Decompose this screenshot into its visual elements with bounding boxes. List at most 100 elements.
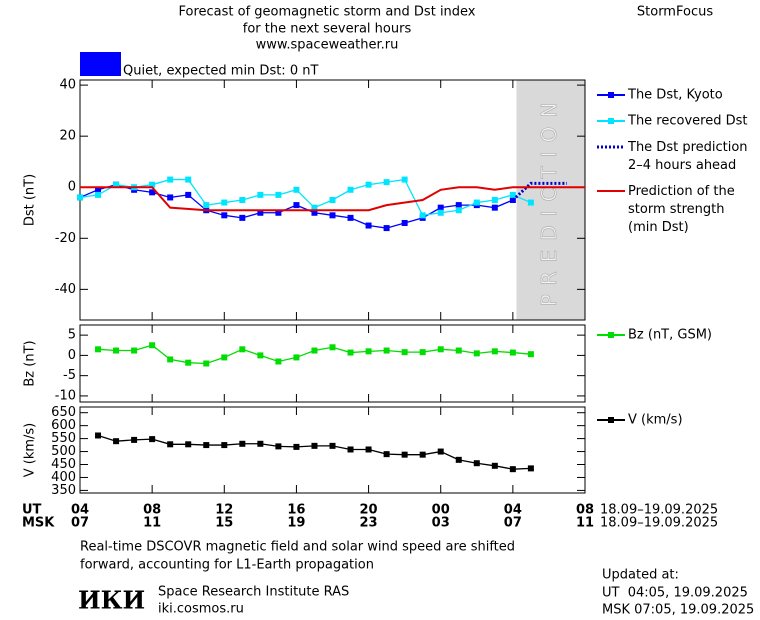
- date-label: 18.09–19.09.2025: [600, 516, 718, 531]
- data-point: [221, 354, 228, 361]
- y-tick-label: 0: [68, 348, 76, 363]
- data-point: [293, 202, 300, 209]
- data-point: [455, 202, 462, 209]
- series-line: [97, 434, 531, 470]
- y-tick-label: -20: [55, 231, 76, 246]
- data-point: [329, 197, 336, 203]
- x-tick-label: 04: [71, 503, 89, 518]
- data-point: [221, 442, 228, 449]
- data-point: [239, 440, 246, 447]
- institute: Space Research Institute RAS: [158, 585, 349, 600]
- prediction-zone: [516, 80, 585, 320]
- data-point: [419, 349, 426, 356]
- data-point: [365, 348, 372, 355]
- data-point: [113, 438, 120, 445]
- data-point: [131, 436, 138, 443]
- data-point: [185, 441, 192, 448]
- note: forward, accounting for L1-Earth propaga…: [80, 558, 374, 573]
- data-point: [329, 212, 336, 219]
- site: iki.cosmos.ru: [158, 602, 244, 617]
- y-tick-label: 20: [59, 129, 76, 144]
- data-point: [203, 360, 210, 367]
- data-point: [167, 441, 174, 448]
- x-tick-label: 12: [215, 503, 233, 518]
- data-point: [329, 344, 336, 351]
- data-point: [257, 440, 264, 447]
- data-point: [311, 209, 318, 216]
- data-point: [131, 347, 138, 354]
- data-point: [509, 349, 516, 356]
- data-point: [473, 460, 480, 467]
- x-tick-label: 20: [360, 503, 378, 518]
- data-point: [95, 346, 102, 353]
- data-point: [149, 189, 156, 196]
- x-tick-label: 16: [287, 503, 305, 518]
- y-axis-label: Bz (nT): [23, 340, 38, 386]
- data-point: [491, 462, 498, 469]
- data-point: [419, 212, 426, 219]
- logo: ИКИ: [78, 586, 145, 615]
- data-point: [293, 186, 300, 193]
- x-tick-label: 00: [432, 503, 450, 518]
- data-point: [149, 342, 156, 349]
- y-tick-label: 500: [51, 444, 76, 459]
- data-point: [383, 451, 390, 458]
- data-point: [113, 181, 120, 188]
- data-point: [509, 191, 516, 198]
- data-point: [149, 181, 156, 188]
- legend-label: Prediction of the storm strength (min Dst): [628, 184, 735, 235]
- updated: Updated at:: [602, 568, 679, 583]
- data-point: [149, 436, 156, 443]
- data-point: [491, 204, 498, 211]
- y-tick-label: 350: [51, 483, 76, 498]
- date-label: 18.09–19.09.2025: [600, 503, 718, 518]
- data-point: [95, 432, 102, 439]
- x-tick-label: 04: [504, 503, 522, 518]
- data-point: [473, 350, 480, 357]
- data-point: [185, 176, 192, 183]
- title: for the next several hours: [243, 22, 412, 37]
- legend-swatch: [608, 417, 614, 423]
- x-tick-label-msk: 23: [360, 516, 378, 531]
- data-point: [401, 349, 408, 356]
- legend-label: V (km/s): [628, 413, 683, 428]
- data-point: [527, 351, 534, 358]
- data-point: [509, 466, 516, 473]
- data-point: [167, 194, 174, 201]
- y-axis-label: Dst (nT): [23, 174, 38, 226]
- data-point: [401, 176, 408, 183]
- title: Forecast of geomagnetic storm and Dst in…: [178, 5, 475, 20]
- title: www.spaceweather.ru: [256, 38, 399, 53]
- row-label: UT: [22, 503, 42, 518]
- brand: StormFocus: [637, 5, 713, 20]
- legend-label: Bz (nT, GSM): [628, 328, 712, 343]
- data-point: [239, 197, 246, 203]
- data-point: [167, 356, 174, 363]
- data-point: [347, 349, 354, 356]
- y-tick-label: 600: [51, 418, 76, 433]
- y-tick-label: 400: [51, 470, 76, 485]
- x-tick-label: 08: [143, 503, 161, 518]
- y-tick-label: 40: [59, 78, 76, 93]
- data-point: [437, 209, 444, 216]
- data-point: [365, 446, 372, 453]
- y-tick-label: 650: [51, 405, 76, 420]
- data-point: [419, 451, 426, 458]
- data-point: [95, 191, 102, 198]
- legend-swatch: [608, 332, 614, 338]
- data-point: [527, 199, 534, 206]
- data-point: [167, 176, 174, 183]
- data-point: [527, 465, 534, 472]
- y-tick-label: 5: [68, 328, 76, 343]
- data-point: [221, 199, 228, 206]
- legend-swatch: [608, 118, 614, 124]
- data-point: [77, 194, 83, 201]
- data-point: [257, 209, 264, 216]
- data-point: [383, 179, 390, 186]
- data-point: [311, 442, 318, 449]
- data-point: [347, 214, 354, 221]
- data-point: [491, 348, 498, 355]
- data-point: [383, 225, 390, 232]
- x-tick-label-msk: 15: [215, 516, 233, 531]
- data-point: [455, 456, 462, 463]
